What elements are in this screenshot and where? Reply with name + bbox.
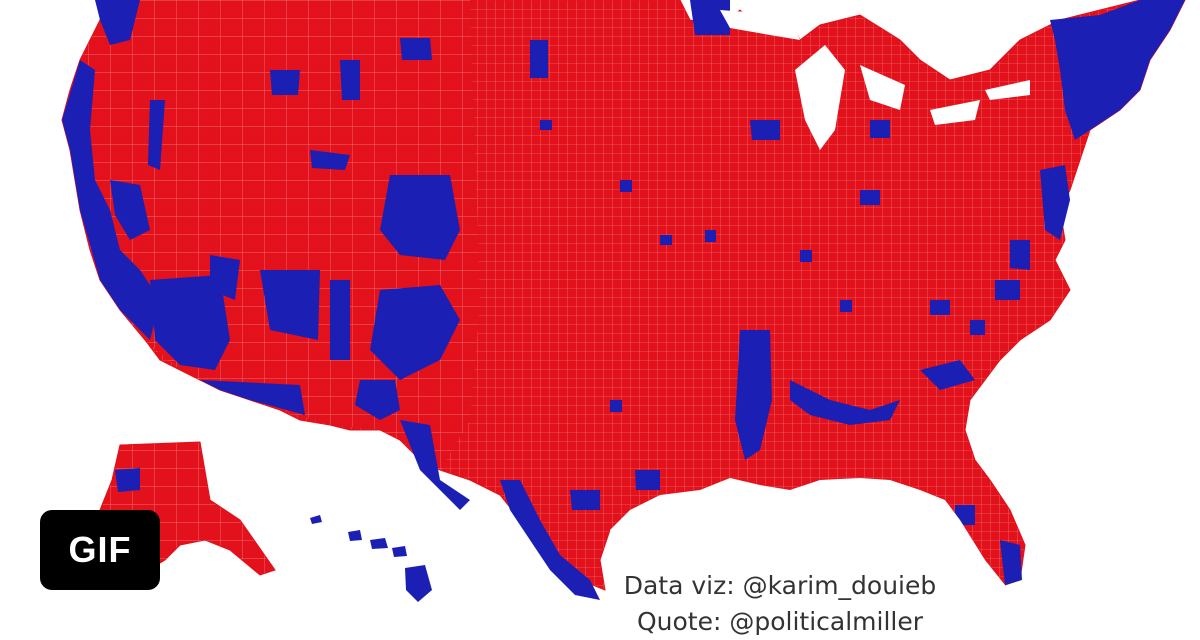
- quote-credit: Quote: @politicalmiller: [636, 607, 924, 636]
- democrat-counties: [62, 0, 1185, 600]
- great-lakes: [720, 10, 1030, 150]
- map-credits: Data viz: @karim_douieb Quote: @politica…: [560, 568, 1000, 640]
- gif-badge[interactable]: GIF: [40, 510, 160, 590]
- data-viz-credit: Data viz: @karim_douieb: [623, 571, 937, 600]
- hawaii-islands: [310, 515, 432, 602]
- gulf-of-mexico: [610, 478, 1020, 630]
